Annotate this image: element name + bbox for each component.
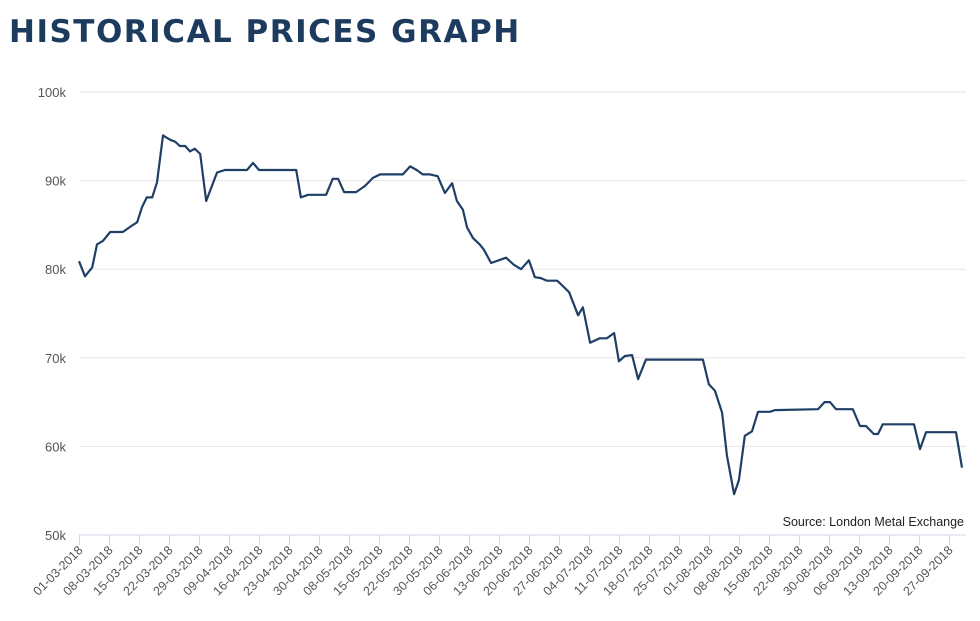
price-series-line bbox=[77, 134, 964, 496]
source-label: Source: London Metal Exchange bbox=[783, 515, 964, 529]
y-tick-label: 90k bbox=[45, 174, 66, 189]
y-tick-label: 100k bbox=[38, 85, 67, 100]
y-tick-label: 80k bbox=[45, 262, 66, 277]
page-title: HISTORICAL PRICES GRAPH bbox=[9, 14, 521, 50]
y-tick-label: 70k bbox=[45, 351, 66, 366]
x-axis: 01-03-201808-03-201815-03-201822-03-2018… bbox=[31, 534, 966, 598]
series bbox=[77, 134, 964, 496]
y-axis: 50k 60k 70k 80k 90k 100k bbox=[38, 85, 67, 543]
y-tick-label: 50k bbox=[45, 528, 66, 543]
y-tick-label: 60k bbox=[45, 439, 66, 454]
